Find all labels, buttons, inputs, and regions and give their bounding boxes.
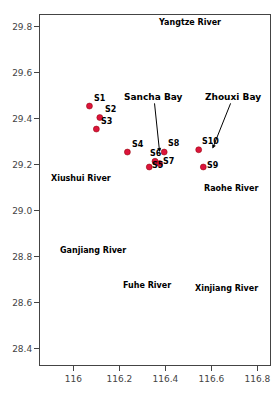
- svg-text:29.6: 29.6: [12, 68, 32, 78]
- svg-text:116.6: 116.6: [198, 374, 224, 384]
- svg-text:S10: S10: [202, 137, 219, 146]
- svg-text:Zhouxi Bay: Zhouxi Bay: [205, 92, 261, 102]
- svg-text:29.2: 29.2: [12, 160, 32, 170]
- svg-text:116.2: 116.2: [106, 374, 132, 384]
- svg-text:S6: S6: [150, 149, 162, 158]
- svg-text:S1: S1: [94, 94, 106, 103]
- svg-text:S5: S5: [152, 161, 164, 170]
- svg-text:28.6: 28.6: [12, 298, 32, 308]
- svg-text:S9: S9: [207, 161, 219, 170]
- svg-text:116.8: 116.8: [244, 374, 270, 384]
- svg-text:S7: S7: [163, 157, 174, 166]
- svg-text:Sancha Bay: Sancha Bay: [124, 92, 183, 102]
- svg-text:Fuhe River: Fuhe River: [123, 281, 171, 290]
- svg-text:Yangtze River: Yangtze River: [158, 18, 221, 27]
- svg-text:S3: S3: [101, 117, 112, 126]
- svg-text:116: 116: [65, 374, 82, 384]
- svg-text:29.8: 29.8: [12, 22, 32, 32]
- svg-text:S4: S4: [132, 140, 144, 149]
- svg-text:29.4: 29.4: [12, 114, 32, 124]
- svg-text:116.4: 116.4: [152, 374, 178, 384]
- svg-text:29.0: 29.0: [12, 206, 32, 216]
- svg-text:Xiushui River: Xiushui River: [51, 174, 111, 183]
- svg-text:S2: S2: [105, 105, 116, 114]
- svg-text:28.8: 28.8: [12, 252, 32, 262]
- svg-text:Xinjiang River: Xinjiang River: [195, 284, 258, 293]
- svg-text:S8: S8: [168, 139, 180, 148]
- svg-text:28.4: 28.4: [12, 344, 32, 354]
- svg-text:Raohe River: Raohe River: [204, 184, 259, 193]
- svg-text:Ganjiang River: Ganjiang River: [60, 246, 126, 255]
